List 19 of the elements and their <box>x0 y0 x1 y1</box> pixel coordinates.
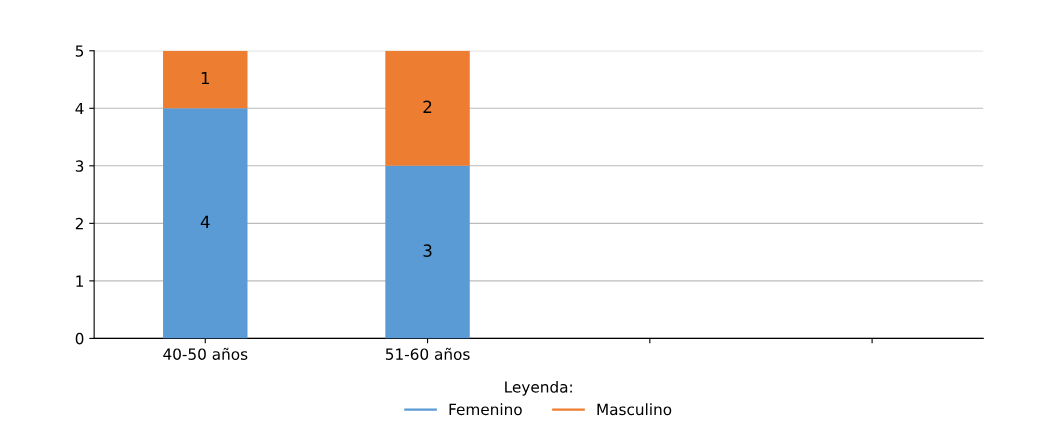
bar <box>163 50 248 109</box>
legend-label: Masculino <box>597 403 672 416</box>
x-tick-label: 51-60 años <box>385 347 470 360</box>
data-label: 3 <box>423 244 432 257</box>
bar <box>385 165 470 339</box>
y-tick-label: 4 <box>75 102 84 115</box>
legend-label: Femenino <box>449 403 522 416</box>
bar <box>163 108 248 339</box>
legend-title: Leyenda: <box>505 380 572 396</box>
y-tick-label: 2 <box>75 217 83 230</box>
y-tick-label: 0 <box>75 332 84 345</box>
y-tick-label: 1 <box>76 275 84 287</box>
y-tick-label: 3 <box>75 160 84 172</box>
data-label: 1 <box>201 71 210 85</box>
data-label: 2 <box>423 100 432 113</box>
bar <box>385 50 470 166</box>
y-tick-label: 5 <box>75 45 84 57</box>
data-label: 4 <box>200 215 210 228</box>
x-tick-label: 40-50 años <box>163 347 248 360</box>
